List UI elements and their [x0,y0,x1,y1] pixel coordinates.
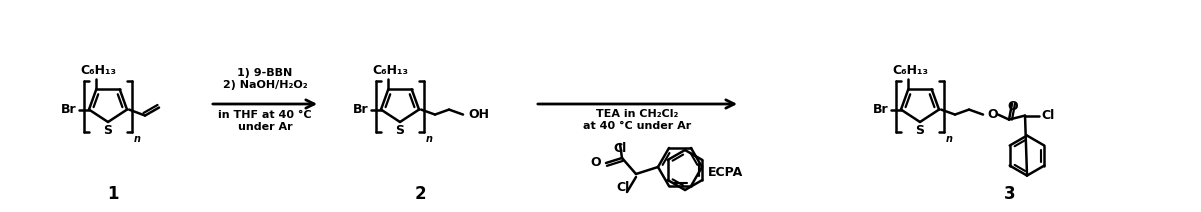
Text: 1: 1 [107,185,119,203]
Text: S: S [395,124,405,137]
Text: C₆H₁₃: C₆H₁₃ [80,64,116,77]
Text: O: O [591,156,600,170]
Text: C₆H₁₃: C₆H₁₃ [892,64,928,77]
Text: C₆H₁₃: C₆H₁₃ [372,64,408,77]
Text: n: n [426,134,434,144]
Text: TEA in CH₂Cl₂: TEA in CH₂Cl₂ [597,109,679,119]
Text: n: n [946,134,954,144]
Text: Br: Br [873,103,889,116]
Text: Br: Br [61,103,77,116]
Text: 2) NaOH/H₂O₂: 2) NaOH/H₂O₂ [222,80,307,90]
Text: Cl: Cl [614,142,627,155]
Text: O: O [1008,100,1018,113]
Text: O: O [987,108,998,121]
Text: n: n [135,134,141,144]
Text: Cl: Cl [616,181,629,194]
Text: S: S [103,124,113,137]
Text: 1) 9-BBN: 1) 9-BBN [238,68,293,78]
Text: 2: 2 [414,185,426,203]
Text: OH: OH [468,108,489,121]
Text: at 40 °C under Ar: at 40 °C under Ar [584,121,692,131]
Text: S: S [915,124,925,137]
Text: in THF at 40 °C: in THF at 40 °C [219,110,312,120]
Text: 3: 3 [1004,185,1016,203]
Text: under Ar: under Ar [238,122,292,132]
Text: Br: Br [353,103,369,116]
Text: Cl: Cl [1041,109,1054,122]
Text: ECPA: ECPA [709,166,743,179]
